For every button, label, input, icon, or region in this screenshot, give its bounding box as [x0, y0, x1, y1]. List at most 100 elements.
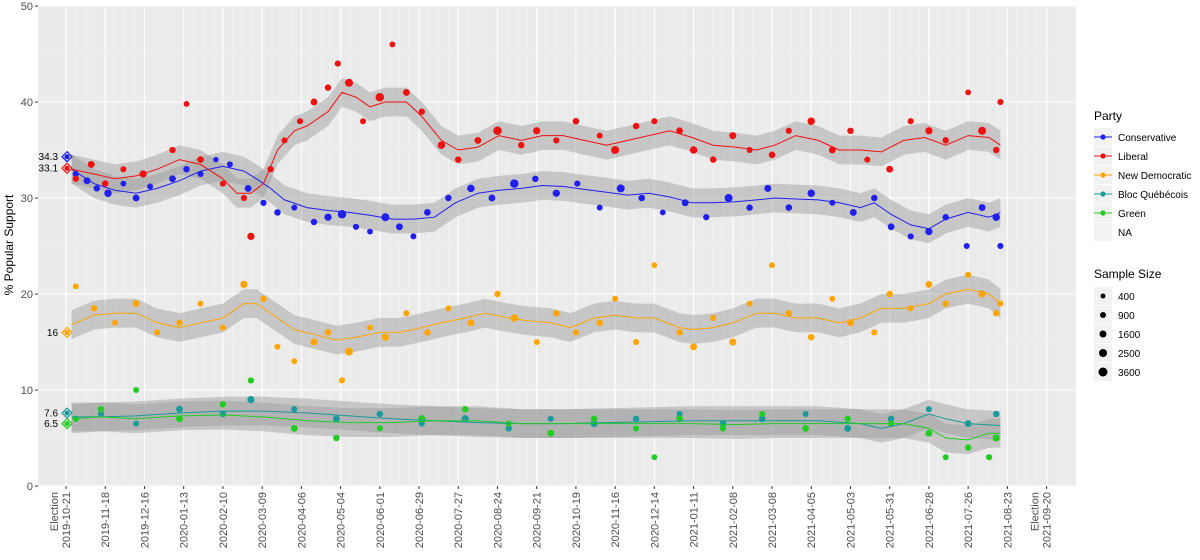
liberal-poll-point: [72, 175, 79, 182]
green-poll-point: [97, 405, 105, 413]
conservative-poll-point: [310, 218, 318, 226]
conservative-trend-line: [71, 165, 1001, 230]
liberal-poll-point: [907, 118, 914, 125]
liberal-poll-point: [518, 141, 525, 149]
gridlines: [38, 5, 1077, 487]
conservative-poll-point: [291, 204, 298, 211]
legend-key-dot: [1100, 191, 1106, 197]
new-democratic-poll-point: [690, 343, 698, 351]
green-poll-point: [547, 429, 555, 437]
election-result-label: 16: [47, 328, 59, 339]
liberal-poll-point: [997, 98, 1004, 106]
x-axis: Election 2019-10-21 2019-11-18 2019-12-16 20…: [49, 486, 1054, 548]
green-poll-point: [844, 415, 851, 423]
x-tick-label: 2021-07-26: [963, 492, 975, 548]
liberal-poll-point: [334, 60, 341, 67]
election-result-label: 6.5: [44, 419, 58, 430]
conservative-poll-point: [997, 242, 1004, 250]
green-poll-point: [133, 387, 140, 393]
new-democratic-poll-point: [729, 338, 737, 346]
conservative-band: [71, 151, 1001, 244]
conservative-poll-point: [260, 199, 267, 206]
election-result-marker: [61, 162, 73, 175]
legend-item-label: Bloc Québécois: [1118, 190, 1188, 201]
bloc-qu-b-cois-band: [71, 396, 1001, 443]
legend-size-label: 900: [1118, 311, 1135, 322]
conservative-poll-point: [785, 204, 793, 211]
legend-item-label: Liberal: [1118, 152, 1148, 163]
bloc-qu-b-cois-poll-point: [247, 395, 255, 404]
liberal-poll-point: [925, 127, 933, 135]
legend-item-label: Green: [1118, 209, 1146, 220]
y-axis-title: % Popular Support: [2, 194, 16, 295]
liberal-poll-point: [120, 166, 127, 173]
liberal-poll-point: [553, 137, 560, 144]
new-democratic-poll-point: [710, 314, 717, 322]
conservative-poll-point: [424, 209, 431, 216]
green-poll-point: [333, 434, 340, 442]
x-tick-label: 2020-09-21: [532, 492, 544, 548]
new-democratic-poll-point: [886, 290, 893, 298]
green-poll-point: [219, 401, 227, 408]
conservative-poll-point: [552, 189, 560, 197]
x-tick-label: Election: [49, 492, 61, 531]
liberal-poll-point: [864, 156, 871, 163]
green-poll-point: [633, 425, 640, 432]
liberal-poll-point: [183, 100, 190, 107]
legend-size-label: 1600: [1118, 330, 1141, 341]
election-result-marker: [61, 150, 73, 163]
liberal-poll-point: [828, 146, 836, 154]
legend-size-title: Sample Size: [1094, 267, 1162, 281]
new-democratic-poll-point: [596, 319, 603, 327]
new-democratic-poll-point: [965, 271, 972, 278]
y-tick-label: 40: [21, 97, 33, 109]
liberal-poll-point: [87, 160, 95, 168]
liberal-poll-point: [296, 118, 304, 125]
new-democratic-poll-point: [676, 329, 683, 336]
new-democratic-poll-point: [338, 377, 346, 384]
conservative-poll-point: [724, 194, 733, 202]
new-democratic-poll-point: [324, 329, 332, 336]
x-tick-label: 2020-03-09: [257, 492, 269, 548]
liberal-poll-point: [651, 118, 658, 125]
conservative-poll-point: [659, 209, 666, 216]
conservative-poll-point: [395, 223, 403, 231]
bloc-qu-b-cois-poll-point: [332, 415, 340, 423]
liberal-poll-point: [281, 137, 288, 144]
new-democratic-band: [71, 274, 1001, 355]
new-democratic-poll-point: [112, 319, 118, 326]
x-tick-label: 2020-05-04: [336, 492, 348, 548]
green-band: [71, 400, 1001, 455]
new-democratic-poll-point: [197, 300, 204, 307]
bloc-qu-b-cois-poll-point: [547, 415, 554, 422]
election-result-label: 34.3: [39, 152, 59, 163]
liberal-poll-point: [247, 232, 255, 241]
conservative-poll-point: [532, 175, 539, 183]
new-democratic-poll-point: [310, 338, 318, 346]
x-tick-label: 2020-07-27: [453, 492, 465, 548]
x-tick-label: 2021-06-28: [924, 492, 936, 548]
legend: Party Conservative Liberal New Democratic Bl…: [1094, 109, 1191, 381]
legend-size-dot: [1100, 312, 1106, 318]
x-tick-label: 2020-06-29: [414, 492, 426, 548]
new-democratic-poll-point: [871, 329, 878, 336]
x-tick-label: 2020-01-13: [179, 492, 191, 548]
green-poll-point: [651, 454, 658, 461]
bloc-qu-b-cois-poll-point: [676, 410, 683, 418]
y-tick-label: 30: [21, 193, 33, 205]
bloc-qu-b-cois-poll-point: [376, 410, 384, 418]
conservative-poll-point: [703, 214, 710, 221]
conservative-poll-point: [574, 180, 581, 187]
liberal-poll-point: [375, 92, 385, 102]
x-tick-label: 2020-12-14: [649, 492, 661, 548]
y-tick-label: 50: [21, 1, 33, 13]
bloc-qu-b-cois-poll-point: [219, 410, 227, 418]
liberal-poll-point: [533, 127, 541, 135]
liberal-poll-point: [689, 146, 698, 154]
x-tick-label: 2021-05-31: [885, 492, 897, 548]
liberal-poll-point: [389, 41, 396, 48]
legend-size-label: 400: [1118, 292, 1135, 303]
liberal-poll-point: [310, 98, 318, 106]
liberal-poll-point: [978, 126, 987, 135]
x-tick-label: 2019-10-21: [61, 492, 73, 548]
